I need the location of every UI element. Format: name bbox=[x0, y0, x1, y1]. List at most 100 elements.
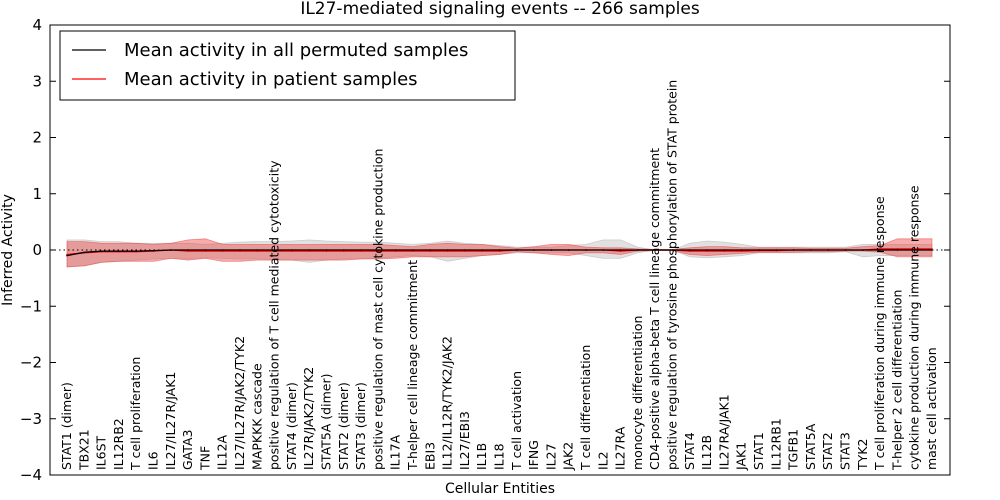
permuted-mean-point bbox=[273, 249, 276, 251]
patient-mean-point bbox=[896, 248, 899, 250]
permuted-mean-point bbox=[66, 254, 68, 257]
permuted-mean-point bbox=[152, 249, 155, 252]
permuted-mean-point bbox=[896, 249, 899, 251]
permuted-mean-point bbox=[567, 249, 570, 251]
patient-band-layer bbox=[66, 238, 933, 268]
category-label: positive regulation of mast cell cytokin… bbox=[370, 149, 385, 470]
permuted-mean-point bbox=[394, 249, 397, 251]
permuted-mean-point bbox=[862, 249, 864, 251]
patient-mean-point bbox=[204, 250, 207, 252]
category-label: STAT5A bbox=[803, 423, 818, 470]
category-label: mast cell activation bbox=[924, 347, 939, 470]
plot-area: STAT1 (dimer) TBX21 IL6ST IL12RB2 T cell pro… bbox=[20, 16, 951, 484]
category-label: T cell proliferation during immune respo… bbox=[872, 196, 887, 471]
category-label: JAK1 bbox=[734, 442, 749, 471]
patient-mean-point bbox=[256, 250, 259, 252]
category-label: IL12/IL12R/TYK2/JAK2 bbox=[440, 336, 455, 470]
category-label: cytokine production during immune respon… bbox=[907, 185, 922, 470]
patient-mean-point bbox=[239, 250, 241, 252]
patient-mean-point bbox=[446, 250, 449, 252]
permuted-mean-point bbox=[412, 249, 414, 251]
category-label: IL27RA/JAK1 bbox=[716, 394, 731, 470]
permuted-mean-point bbox=[170, 249, 172, 251]
permuted-mean-point bbox=[360, 249, 362, 251]
patient-mean-point bbox=[498, 250, 501, 252]
category-label: EBI3 bbox=[422, 442, 437, 470]
permuted-mean-point bbox=[602, 249, 605, 251]
permuted-mean-point bbox=[516, 249, 518, 251]
permuted-mean-point bbox=[585, 249, 587, 251]
category-label: T cell proliferation bbox=[128, 357, 143, 471]
patient-mean-point bbox=[706, 250, 708, 252]
patient-mean-point bbox=[187, 250, 189, 252]
patient-mean-point bbox=[377, 250, 380, 252]
category-label: STAT5A (dimer) bbox=[319, 374, 334, 470]
category-label: T cell differentiation bbox=[578, 345, 593, 471]
permuted-mean-point bbox=[100, 250, 103, 252]
patient-mean-point bbox=[273, 250, 276, 252]
category-label: T-helper 2 cell differentiation bbox=[889, 290, 904, 471]
category-label: IL27RA bbox=[613, 426, 628, 470]
category-label: IL27/IL27R/JAK2/TYK2 bbox=[232, 336, 247, 470]
category-label: IL6 bbox=[146, 451, 161, 470]
x-axis-label: Cellular Entities bbox=[445, 481, 555, 497]
patient-mean-point bbox=[412, 250, 414, 252]
category-label: T cell activation bbox=[509, 371, 524, 471]
permuted-mean-point bbox=[498, 249, 501, 251]
y-tick-label: −3 bbox=[20, 410, 42, 428]
permuted-mean-point bbox=[343, 249, 345, 251]
category-label: TGFB1 bbox=[786, 429, 801, 471]
y-tick-label: −1 bbox=[20, 297, 42, 315]
chart-title: IL27-mediated signaling events -- 266 sa… bbox=[300, 0, 700, 19]
category-label: IL27/EBI3 bbox=[457, 411, 472, 470]
patient-mean-point bbox=[291, 250, 293, 252]
permuted-mean-point bbox=[550, 249, 553, 251]
category-label: IL18 bbox=[492, 443, 507, 470]
permuted-mean-point bbox=[464, 249, 466, 251]
y-tick-label: −2 bbox=[20, 354, 42, 372]
permuted-mean-point bbox=[913, 249, 916, 251]
category-label: MAPKKK cascade bbox=[249, 363, 264, 470]
permuted-mean-point bbox=[637, 249, 639, 251]
y-tick-label: 1 bbox=[32, 185, 42, 203]
category-label: IL12RB2 bbox=[111, 418, 126, 470]
category-label: IFNG bbox=[526, 440, 541, 470]
patient-mean-point bbox=[343, 250, 345, 252]
permuted-mean-point bbox=[187, 249, 189, 251]
permuted-mean-point bbox=[256, 249, 259, 251]
category-label: IL2 bbox=[595, 451, 610, 470]
category-label: STAT3 (dimer) bbox=[353, 382, 368, 470]
legend-box bbox=[59, 30, 516, 101]
patient-mean-point bbox=[619, 250, 622, 252]
y-tick-label: 3 bbox=[32, 72, 42, 90]
patient-mean-point bbox=[879, 248, 881, 250]
category-label: TNF bbox=[197, 446, 212, 471]
permuted-mean-point bbox=[481, 249, 484, 251]
category-label: CD4-positive alpha-beta T cell lineage c… bbox=[647, 148, 662, 470]
category-label: IL27/IL27R/JAK1 bbox=[163, 372, 178, 470]
category-label: STAT2 bbox=[820, 432, 835, 470]
patient-mean-point bbox=[325, 250, 328, 252]
permuted-mean-point bbox=[533, 249, 535, 251]
y-tick-label: 4 bbox=[32, 16, 42, 34]
patient-mean-point bbox=[740, 250, 743, 252]
category-label: IL12RB1 bbox=[768, 418, 783, 470]
permuted-mean-point bbox=[723, 249, 726, 251]
category-label: STAT1 (dimer) bbox=[59, 382, 74, 470]
permuted-mean-point bbox=[740, 249, 743, 251]
y-tick-label: 2 bbox=[32, 129, 42, 147]
series-line-layer bbox=[66, 248, 933, 257]
y-tick-label: −4 bbox=[20, 466, 42, 484]
permuted-mean-point bbox=[308, 249, 311, 251]
permuted-mean-point bbox=[931, 249, 933, 251]
permuted-mean-point bbox=[325, 249, 328, 251]
permuted-mean-point bbox=[204, 249, 207, 251]
patient-mean-point bbox=[308, 250, 311, 252]
patient-mean-point bbox=[481, 250, 484, 252]
permuted-mean-point bbox=[792, 249, 795, 251]
category-label: STAT4 bbox=[682, 432, 697, 470]
category-label: T-helper cell lineage commitment bbox=[405, 260, 420, 471]
category-label: IL27 bbox=[543, 443, 558, 470]
category-label: STAT4 (dimer) bbox=[284, 382, 299, 470]
legend-label-patient: Mean activity in patient samples bbox=[124, 69, 418, 90]
